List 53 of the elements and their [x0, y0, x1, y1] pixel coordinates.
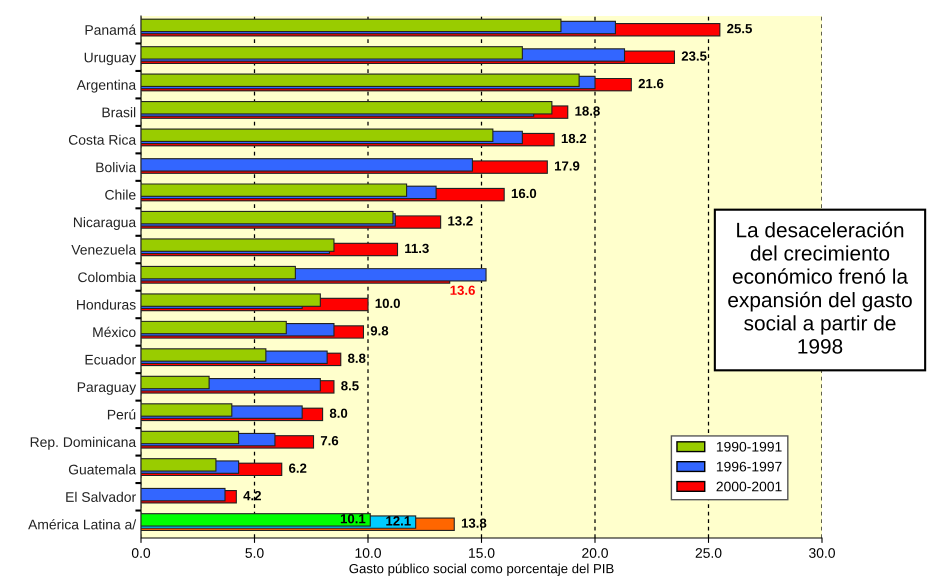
- data-label: 18.2: [562, 134, 586, 144]
- y-tick-label: El Salvador: [66, 492, 136, 502]
- data-label: 13.6: [450, 286, 475, 295]
- legend-label: 1990-1991: [716, 442, 782, 452]
- data-label: 17.9: [554, 161, 580, 171]
- data-label: 8.0: [330, 408, 348, 418]
- data-label: 6.2: [289, 464, 306, 473]
- legend-label: 2000-2001: [716, 482, 782, 492]
- y-tick-label: Colombia: [78, 272, 136, 282]
- y-tick-label: Brasil: [102, 107, 136, 118]
- data-label: 8.5: [341, 381, 359, 390]
- x-tick-label: 15.0: [469, 548, 494, 558]
- data-label: 11.3: [405, 244, 429, 254]
- x-tick-label: 5.0: [245, 548, 264, 558]
- y-tick-label: América Latina a/: [28, 519, 136, 530]
- y-tick-label: Paraguay: [78, 382, 136, 395]
- data-label: 16.0: [512, 188, 536, 198]
- bar: [141, 210, 394, 224]
- data-label: 9.8: [370, 326, 388, 336]
- y-tick-label: Costa Rica: [68, 134, 136, 145]
- data-label: 13.8: [462, 518, 486, 528]
- y-tick-label: Guatemala: [68, 464, 136, 474]
- legend-label: 1996-1997: [716, 462, 782, 472]
- x-tick-label: 0.0: [132, 548, 150, 558]
- data-label: 8.8: [348, 354, 366, 363]
- y-tick-label: Chile: [105, 190, 136, 200]
- data-label: 7.6: [320, 436, 338, 446]
- y-tick-label: México: [93, 326, 136, 338]
- y-tick-label: Panamá: [86, 24, 136, 35]
- y-tick-label: Rep. Dominicana: [30, 436, 136, 450]
- data-label: 18.8: [575, 106, 600, 116]
- y-tick-label: Nicaragua: [74, 217, 136, 230]
- data-label: 25.5: [727, 24, 752, 34]
- data-label: 13.2: [448, 216, 473, 226]
- x-tick-label: 25.0: [696, 548, 722, 558]
- y-tick-label: Argentina: [76, 80, 136, 93]
- x-tick-label: 10.0: [356, 548, 381, 558]
- y-tick-label: Perú: [108, 409, 136, 420]
- annotation: La desaceleración del crecimiento económico frenó la expansión del gasto social a partir de 1998: [728, 222, 912, 354]
- y-tick-label: Venezuela: [71, 244, 136, 255]
- x-tick-label: 20.0: [582, 548, 608, 558]
- data-label: 4.2: [243, 490, 261, 500]
- y-tick-label: Ecuador: [86, 354, 136, 365]
- data-label: 10.1: [340, 514, 366, 524]
- data-label: 23.5: [682, 51, 707, 61]
- y-tick-label: Bolivia: [96, 162, 136, 172]
- x-axis-title: Gasto público social como porcentaje del PIB: [349, 563, 614, 576]
- x-tick-label: 30.0: [809, 548, 835, 558]
- data-label: 10.0: [376, 298, 400, 308]
- y-tick-label: Uruguay: [84, 52, 136, 66]
- y-tick-label: Honduras: [77, 299, 136, 310]
- data-label: 21.6: [638, 78, 664, 88]
- data-label: 12.1: [386, 516, 411, 526]
